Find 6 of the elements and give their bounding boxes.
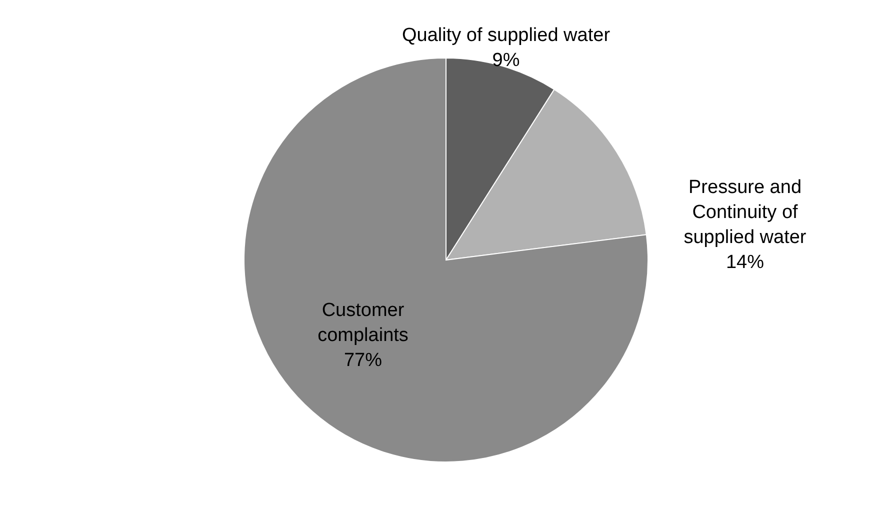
- data-label: 14%: [726, 252, 764, 273]
- slice-label: Quality of supplied water: [402, 25, 611, 46]
- data-label: 9%: [492, 50, 520, 71]
- data-label: 77%: [344, 350, 382, 371]
- slice-label: Customer complaints: [318, 300, 408, 346]
- slice-label: Pressure and Continuity of supplied water: [684, 177, 807, 248]
